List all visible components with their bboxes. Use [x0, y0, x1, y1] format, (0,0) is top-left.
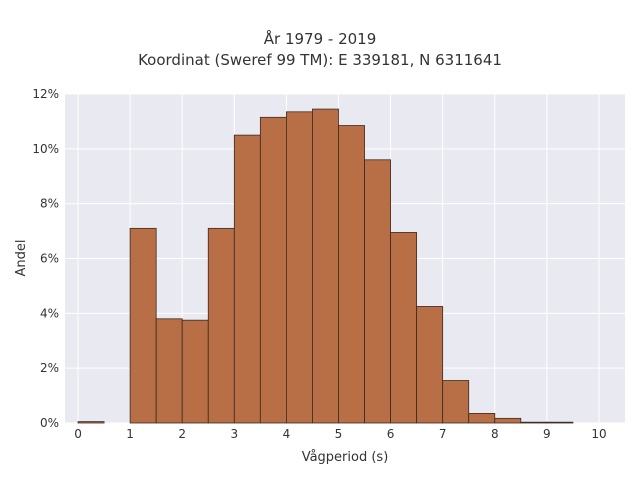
histogram-bar: [494, 417, 522, 424]
x-tick-label: 2: [178, 427, 186, 441]
x-tick-label: 4: [283, 427, 291, 441]
histogram-bar: [207, 227, 235, 424]
histogram-bar: [285, 111, 313, 424]
histogram-bar: [233, 134, 261, 424]
x-tick-label: 8: [491, 427, 499, 441]
histogram-bar: [338, 125, 365, 424]
histogram-bar: [259, 116, 287, 424]
chart-title: År 1979 - 2019: [263, 30, 377, 48]
histogram-bar: [181, 319, 209, 424]
histogram-bar: [155, 318, 183, 424]
x-tick-labels: 0 1 2 3 4 5 6 7 8 9 10: [74, 427, 606, 441]
histogram-bar: [77, 421, 105, 424]
x-tick-label: 3: [230, 427, 238, 441]
y-tick-label: 0%: [40, 416, 59, 430]
y-tick-labels: 0% 2% 4% 6% 8% 10% 12%: [32, 87, 59, 430]
histogram-bar: [416, 306, 444, 424]
histogram-bar: [468, 413, 496, 424]
y-tick-label: 10%: [32, 142, 59, 156]
histogram-bar: [390, 232, 418, 424]
y-tick-label: 4%: [40, 306, 59, 320]
x-tick-label: 1: [126, 427, 134, 441]
histogram-bar: [520, 421, 548, 424]
x-axis-label: Vågperiod (s): [302, 450, 389, 465]
x-tick-label: 10: [591, 427, 606, 441]
y-tick-label: 8%: [40, 197, 59, 211]
x-tick-label: 5: [335, 427, 343, 441]
x-tick-label: 6: [387, 427, 395, 441]
histogram-bar: [364, 159, 391, 424]
x-tick-label: 7: [439, 427, 447, 441]
histogram-bar: [546, 421, 574, 424]
histogram-bar: [442, 380, 470, 424]
histogram-bar: [312, 108, 339, 424]
histogram-bar: [129, 227, 157, 424]
bars: [77, 108, 574, 424]
chart-subtitle: Koordinat (Sweref 99 TM): E 339181, N 63…: [138, 51, 502, 69]
x-tick-label: 0: [74, 427, 82, 441]
y-tick-label: 6%: [40, 252, 59, 266]
y-tick-label: 2%: [40, 361, 59, 375]
x-tick-label: 9: [543, 427, 551, 441]
y-tick-label: 12%: [32, 87, 59, 101]
y-axis-label: Andel: [14, 240, 29, 277]
